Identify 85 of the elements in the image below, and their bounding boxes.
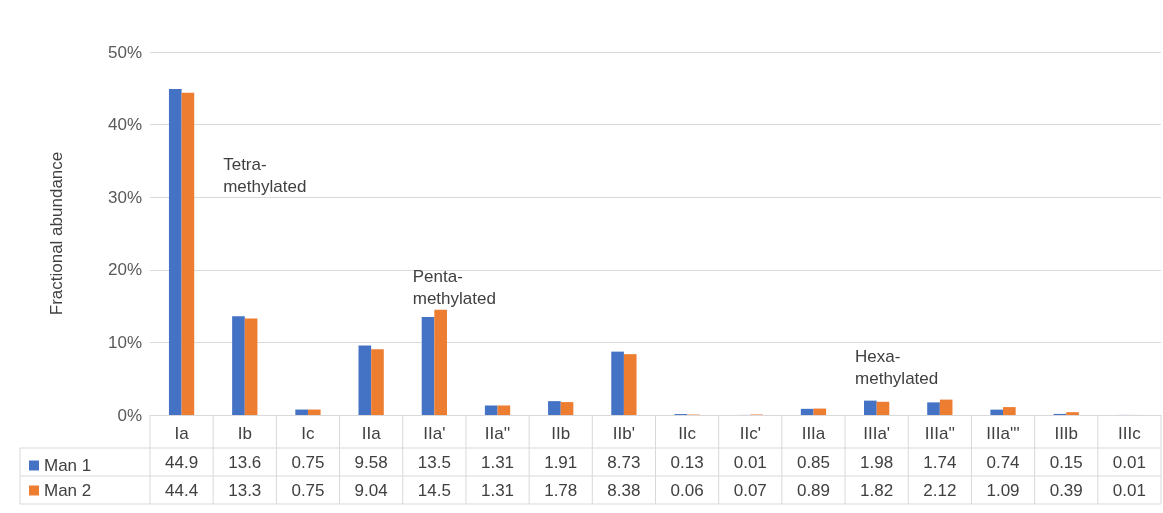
data-label: 13.3: [228, 480, 262, 500]
bar: [1003, 407, 1016, 415]
data-label: 0.39: [1049, 480, 1083, 500]
y-tick-label: 30%: [107, 187, 142, 207]
data-label: 0.01: [1112, 480, 1146, 500]
x-tick-label: IIIc: [1118, 424, 1142, 443]
data-label: 13.5: [417, 452, 451, 472]
data-label: 8.73: [607, 452, 641, 472]
data-label: 1.98: [860, 452, 894, 472]
y-tick-label: 40%: [107, 115, 142, 135]
bar: [421, 316, 435, 415]
x-tick-label: IIIa': [863, 424, 891, 443]
x-tick-label: Ic: [301, 424, 316, 443]
data-label: 1.31: [480, 480, 515, 500]
x-tick-label: IIb: [551, 424, 571, 443]
bar: [623, 354, 637, 415]
bar: [548, 401, 561, 415]
x-tick-label: IIIb: [1054, 424, 1079, 443]
data-label: 0.89: [796, 480, 831, 500]
y-tick-label: 50%: [107, 42, 142, 62]
bar: [358, 345, 372, 415]
bar: [232, 316, 245, 415]
x-tick-label: IIb': [612, 424, 635, 443]
data-label: 44.9: [165, 452, 199, 472]
bar: [939, 399, 953, 415]
x-tick-label: Ia: [174, 424, 190, 443]
bar: [244, 318, 258, 415]
data-label: 1.74: [923, 452, 957, 472]
data-label: 9.58: [354, 452, 388, 472]
y-tick-label: 20%: [107, 260, 142, 280]
bar: [484, 405, 498, 415]
bar: [876, 401, 890, 415]
data-label: 0.01: [733, 452, 767, 472]
data-label: 8.38: [607, 480, 641, 500]
x-tick-label: IIIa: [801, 424, 826, 443]
legend-label: Man 2: [44, 481, 92, 500]
y-tick-label: 0%: [117, 405, 142, 425]
bar: [307, 409, 321, 415]
bar: [813, 408, 827, 415]
bar: [168, 89, 182, 415]
data-label: 0.07: [733, 480, 767, 500]
data-label: 0.75: [291, 480, 325, 500]
bar: [611, 351, 624, 415]
data-label: 1.91: [544, 452, 578, 472]
data-label: 0.01: [1112, 452, 1146, 472]
bar: [434, 309, 447, 415]
data-label: 1.82: [860, 480, 894, 500]
annotation: Tetra- methylated: [223, 154, 307, 196]
bar: [927, 402, 940, 415]
data-label: 0.06: [670, 480, 704, 500]
data-label: 13.6: [228, 452, 262, 472]
annotation: Penta- methylated: [412, 267, 496, 309]
bar: [560, 402, 574, 415]
data-label: 0.15: [1049, 452, 1083, 472]
y-axis-title: Fractional abundance: [47, 151, 66, 316]
data-label: 1.09: [986, 480, 1020, 500]
data-label: 44.4: [165, 480, 199, 500]
data-label: 14.5: [417, 480, 451, 500]
x-tick-label: IIa': [423, 424, 446, 443]
x-tick-label: IIc: [678, 424, 697, 443]
bar: [295, 409, 308, 415]
bar: [864, 400, 877, 415]
x-tick-label: IIa: [361, 424, 382, 443]
annotation: Hexa- methylated: [855, 347, 939, 389]
bar: [990, 409, 1004, 415]
bar: [800, 408, 814, 415]
data-label: 2.12: [923, 480, 957, 500]
data-label: 9.04: [354, 480, 388, 500]
data-label: 0.13: [670, 452, 704, 472]
data-label: 1.78: [544, 480, 578, 500]
x-tick-label: IIIa''': [986, 424, 1020, 443]
y-tick-label: 10%: [107, 332, 142, 352]
bar: [181, 92, 195, 415]
bar: [371, 349, 384, 415]
bar: [1066, 412, 1079, 415]
x-tick-label: IIIa'': [924, 424, 955, 443]
legend-label: Man 1: [44, 456, 92, 475]
data-label: 1.31: [480, 452, 515, 472]
x-tick-label: Ib: [237, 424, 252, 443]
data-label: 0.74: [986, 452, 1020, 472]
x-tick-label: IIa'': [484, 424, 511, 443]
bar: [497, 405, 511, 415]
data-label: 0.75: [291, 452, 325, 472]
x-tick-label: IIc': [739, 424, 761, 443]
data-label: 0.85: [796, 452, 831, 472]
